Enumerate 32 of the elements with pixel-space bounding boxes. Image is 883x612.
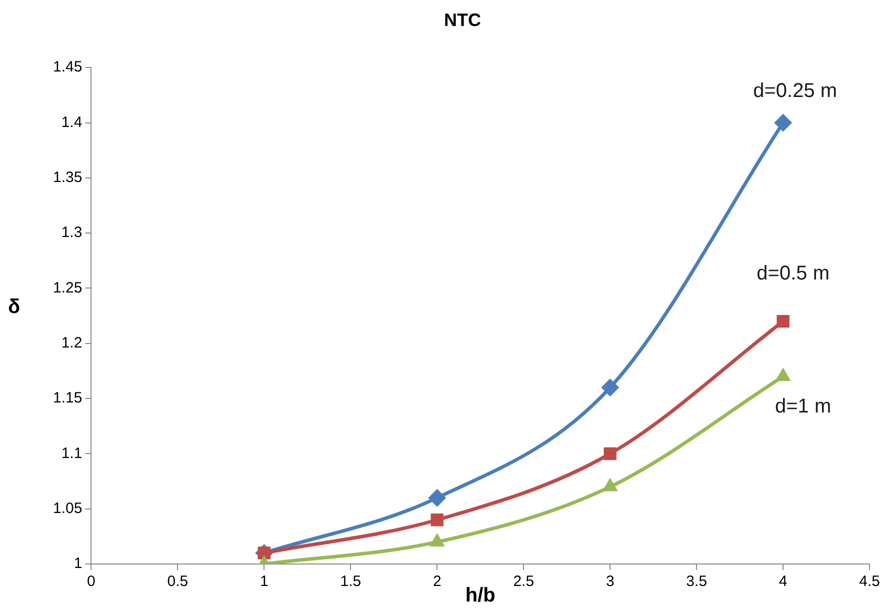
series-label: d=1 m	[775, 395, 832, 418]
point	[604, 447, 616, 460]
x-tick-label: 4.5	[859, 573, 880, 590]
chart-title: NTC	[444, 10, 481, 30]
point	[430, 514, 444, 526]
point	[428, 488, 446, 507]
point	[774, 114, 792, 132]
x-tick-label: 2	[432, 573, 442, 590]
y-axis-title: δ	[8, 296, 20, 319]
y-tick-label: 1.1	[61, 444, 82, 462]
y-tick-label: 1.05	[52, 500, 82, 517]
point	[601, 378, 620, 396]
x-tick-label: 2.5	[513, 573, 534, 590]
series-label: d=0.5 m	[756, 262, 830, 284]
y-tick-label: 1	[74, 555, 82, 572]
y-tick-label: 1.25	[52, 279, 82, 296]
y-tick-label: 1.15	[52, 390, 82, 407]
x-tick-label: 0	[87, 573, 96, 590]
x-tick-label: 1.5	[340, 573, 362, 590]
y-tick-label: 1.35	[52, 169, 82, 186]
x-tick-label: 0.5	[167, 573, 188, 590]
y-tick-label: 1.45	[52, 58, 82, 76]
x-tick-label: 4	[778, 573, 788, 590]
x-tick-label: 1	[260, 573, 268, 590]
y-tick-label: 1.2	[61, 334, 82, 352]
series-label: d=0.25 m	[753, 80, 838, 102]
y-tick-label: 1.3	[61, 224, 82, 242]
x-tick-label: 3.5	[686, 573, 708, 590]
y-tick-label: 1.4	[61, 114, 82, 131]
x-axis-title: h/b	[465, 584, 496, 607]
x-tick-label: 3	[606, 573, 614, 590]
point	[776, 314, 790, 328]
